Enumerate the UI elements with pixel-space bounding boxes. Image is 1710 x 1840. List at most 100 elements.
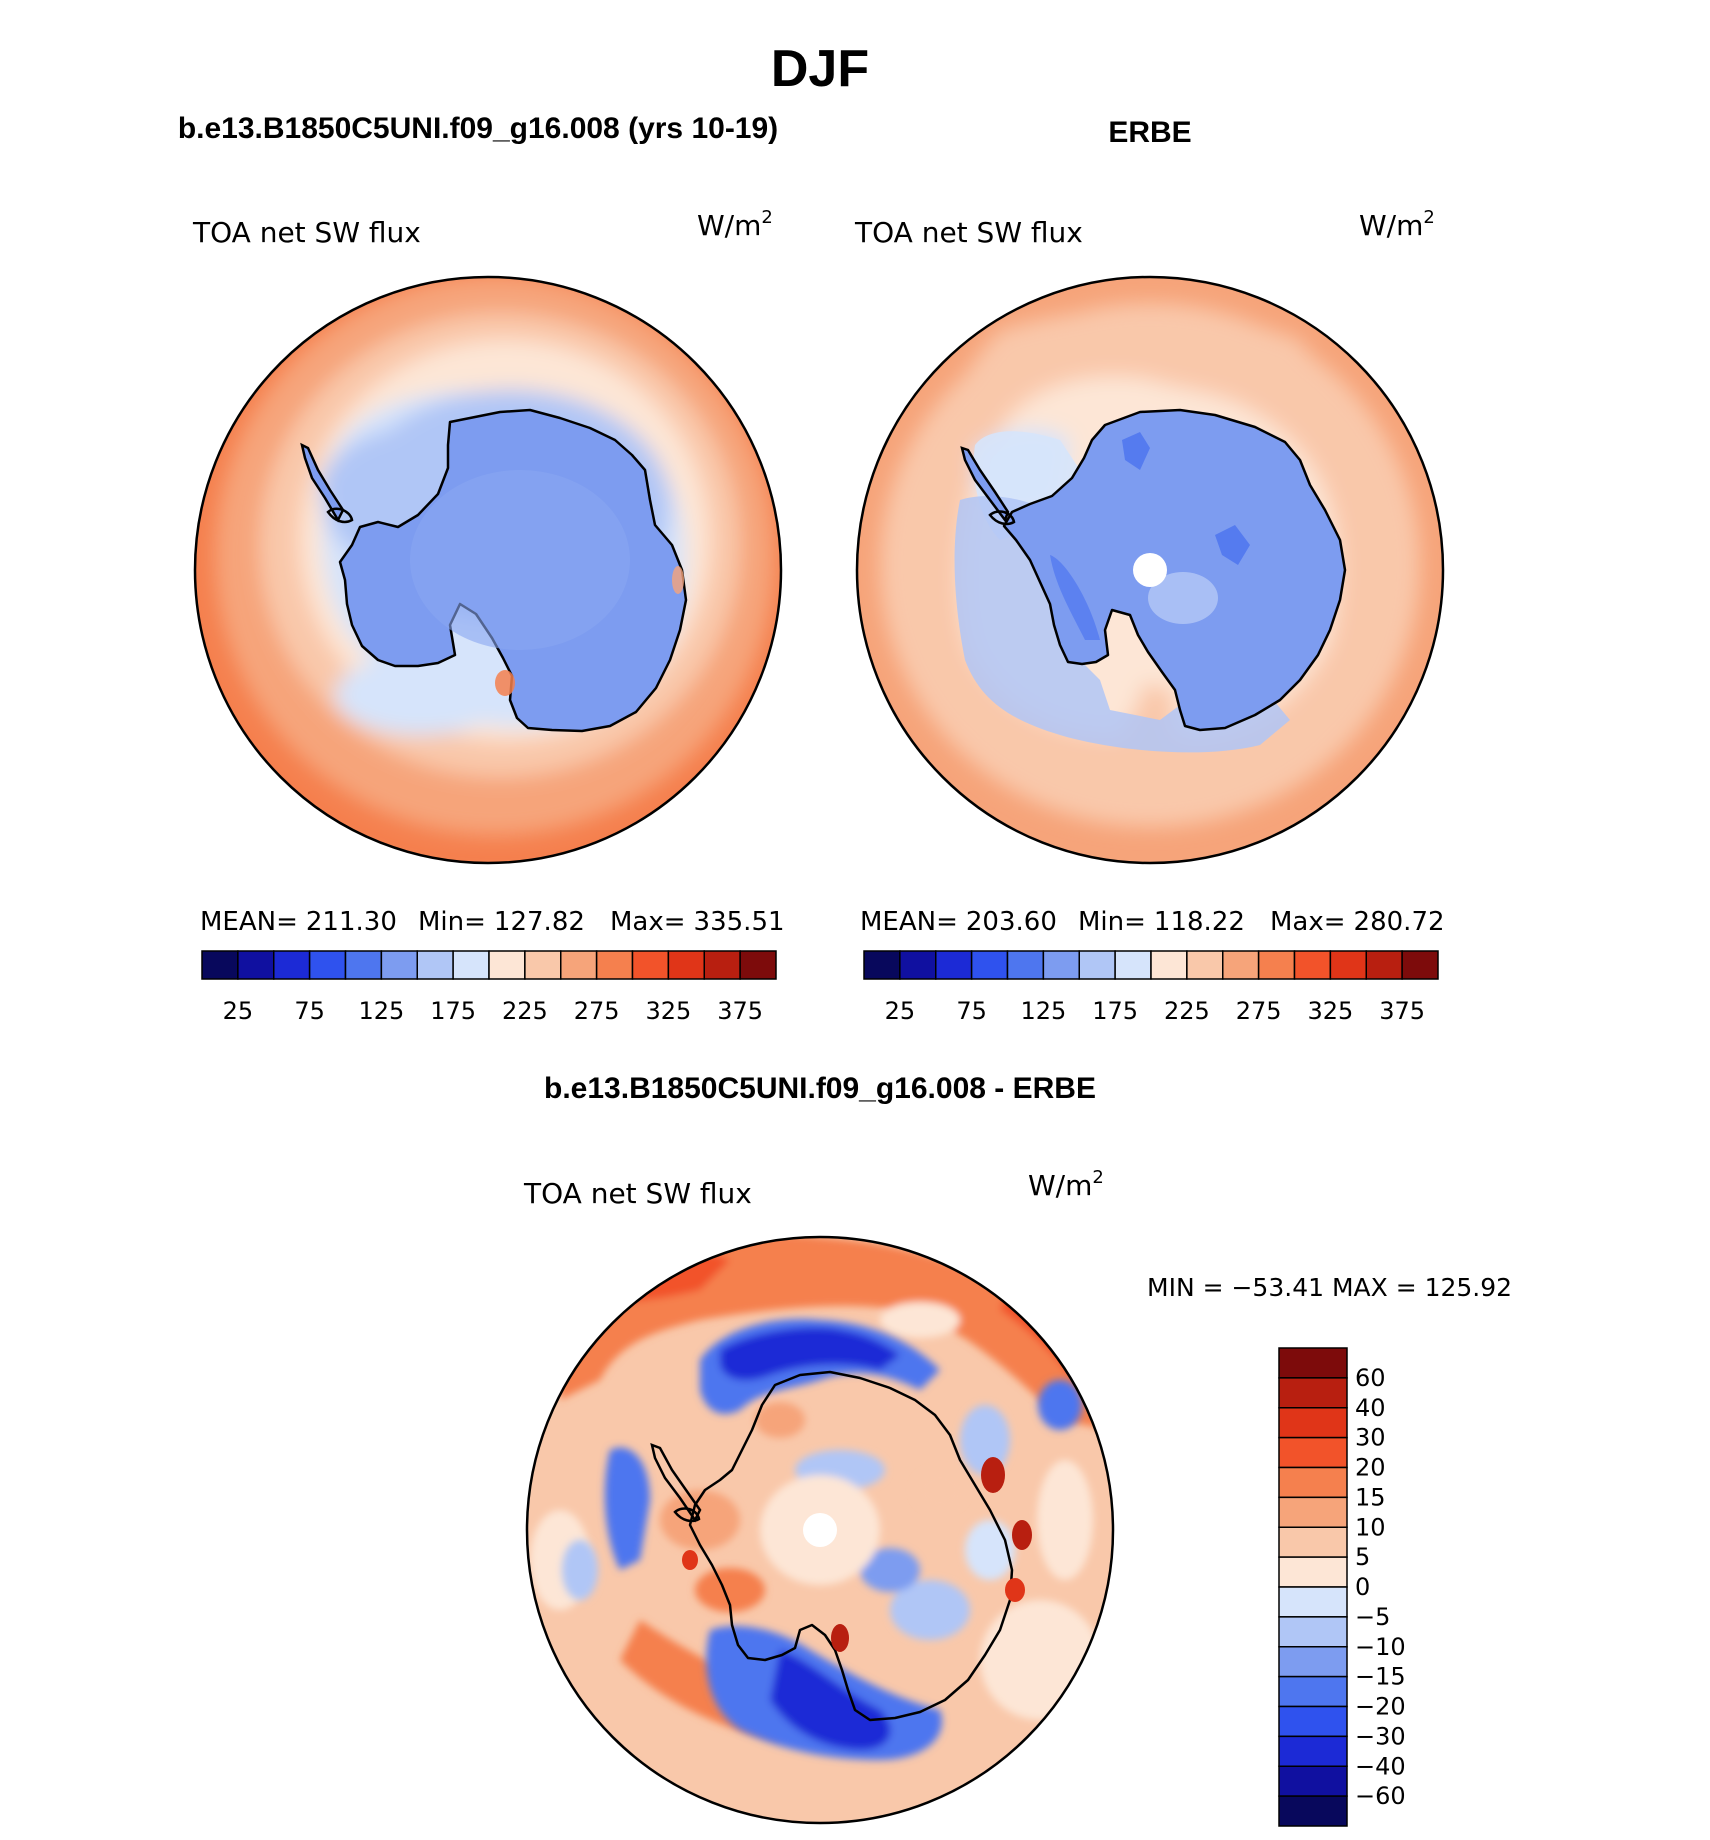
colorbar-tick-label: 325 — [1307, 997, 1353, 1025]
colorbar-swatch — [380, 950, 418, 980]
colorbar-tick-label: 275 — [574, 997, 620, 1025]
colorbar-tick-label: 225 — [502, 997, 548, 1025]
colorbar-swatch — [1186, 950, 1224, 980]
colorbar-tick-label: 60 — [1355, 1364, 1386, 1392]
colorbar-tick-label: 25 — [885, 997, 916, 1025]
colorbar-swatch — [1278, 1347, 1348, 1379]
panel-erbe-max: Max= 280.72 — [1270, 907, 1445, 937]
colorbar-swatch — [1278, 1556, 1348, 1588]
panel-model-mean: MEAN= 211.30 — [200, 907, 397, 937]
colorbar-swatch — [703, 950, 741, 980]
colorbar-tick-label: −15 — [1355, 1663, 1406, 1691]
colorbar-tick-label: −20 — [1355, 1693, 1406, 1721]
colorbar-swatch — [1365, 950, 1403, 980]
panel-diff: b.e13.B1850C5UNI.f09_g16.008 - ERBE TOA … — [523, 1072, 1512, 1827]
colorbar-swatch — [452, 950, 490, 980]
colorbar-swatch — [273, 950, 311, 980]
colorbar-tick-label: 225 — [1164, 997, 1210, 1025]
colorbar-swatch — [1278, 1675, 1348, 1708]
colorbar-tick-label: −40 — [1355, 1752, 1406, 1780]
panel-model-max: Max= 335.51 — [610, 907, 785, 937]
colorbar-swatch — [631, 950, 670, 980]
colorbar-swatch — [1278, 1616, 1348, 1648]
panel-model-colorbar: 25 75 125 175 225 275 325 375 — [201, 950, 777, 1025]
colorbar-swatch — [1293, 950, 1332, 980]
colorbar-swatch — [1278, 1526, 1348, 1558]
panel-diff-range: MIN = −53.41 MAX = 125.92 — [1147, 1273, 1512, 1302]
colorbar-swatch — [237, 950, 275, 980]
panel-diff-units: W/m2 — [1028, 1167, 1104, 1202]
colorbar-swatch — [1278, 1377, 1348, 1409]
panel-erbe-title: ERBE — [1108, 116, 1191, 149]
colorbar-swatch — [1222, 950, 1260, 980]
colorbar-tick-label: −5 — [1355, 1603, 1390, 1631]
colorbar-swatch — [899, 950, 937, 980]
colorbar-swatch — [560, 950, 598, 980]
colorbar-tick-label: 75 — [294, 997, 325, 1025]
colorbar-swatch — [667, 950, 705, 980]
panel-erbe: ERBE TOA net SW flux W/m2 MEAN= 203. — [854, 116, 1445, 1025]
colorbar-swatch — [1278, 1436, 1348, 1469]
colorbar-tick-label: 175 — [1092, 997, 1138, 1025]
colorbar-tick-label: 125 — [1020, 997, 1066, 1025]
colorbar-swatch — [1401, 950, 1439, 980]
colorbar-tick-label: 375 — [717, 997, 763, 1025]
colorbar-swatch — [524, 950, 562, 980]
panel-model-min: Min= 127.82 — [418, 907, 585, 937]
colorbar-swatch — [1278, 1466, 1348, 1499]
panel-diff-variable: TOA net SW flux — [523, 1177, 752, 1210]
panel-erbe-min: Min= 118.22 — [1078, 907, 1245, 937]
colorbar-swatch — [1278, 1735, 1348, 1767]
colorbar-swatch — [1278, 1586, 1348, 1618]
colorbar-tick-label: 0 — [1355, 1573, 1370, 1601]
colorbar-tick-label: 5 — [1355, 1543, 1370, 1571]
colorbar-swatch — [1278, 1795, 1348, 1827]
colorbar-swatch — [201, 950, 239, 980]
colorbar-swatch — [1042, 950, 1080, 980]
colorbar-swatch — [863, 950, 901, 980]
panel-erbe-variable: TOA net SW flux — [854, 216, 1083, 249]
colorbar-tick-label: 375 — [1379, 997, 1425, 1025]
panel-model: b.e13.B1850C5UNI.f09_g16.008 (yrs 10-19)… — [178, 112, 785, 1025]
panel-erbe-units: W/m2 — [1359, 207, 1435, 242]
colorbar-swatch — [595, 950, 634, 980]
colorbar-swatch — [970, 950, 1009, 980]
colorbar-swatch — [1114, 950, 1152, 980]
colorbar-tick-label: 10 — [1355, 1513, 1386, 1541]
panel-diff-title: b.e13.B1850C5UNI.f09_g16.008 - ERBE — [544, 1072, 1096, 1105]
colorbar-swatch — [1006, 950, 1045, 980]
colorbar-swatch — [344, 950, 383, 980]
colorbar-swatch — [416, 950, 454, 980]
colorbar-swatch — [1278, 1496, 1348, 1528]
panel-model-title: b.e13.B1850C5UNI.f09_g16.008 (yrs 10-19) — [178, 112, 778, 145]
colorbar-swatch — [1278, 1705, 1348, 1738]
colorbar-swatch — [1278, 1765, 1348, 1797]
colorbar-tick-label: 175 — [430, 997, 476, 1025]
colorbar-tick-label: 325 — [645, 997, 691, 1025]
colorbar-tick-label: −60 — [1355, 1782, 1406, 1810]
colorbar-tick-label: −30 — [1355, 1722, 1406, 1750]
colorbar-swatch — [1329, 950, 1367, 980]
colorbar-swatch — [1078, 950, 1116, 980]
panel-erbe-mean: MEAN= 203.60 — [860, 907, 1057, 937]
colorbar-swatch — [935, 950, 973, 980]
colorbar-swatch — [308, 950, 347, 980]
colorbar-swatch — [1278, 1646, 1348, 1678]
colorbar-swatch — [739, 950, 777, 980]
panel-model-variable: TOA net SW flux — [192, 216, 421, 249]
colorbar-swatch — [1257, 950, 1296, 980]
colorbar-tick-label: 15 — [1355, 1483, 1386, 1511]
colorbar-tick-label: 20 — [1355, 1454, 1386, 1482]
panel-model-units: W/m2 — [697, 207, 773, 242]
colorbar-tick-label: −10 — [1355, 1633, 1406, 1661]
panel-model-map — [195, 277, 781, 863]
colorbar-tick-label: 275 — [1236, 997, 1282, 1025]
colorbar-swatch — [488, 950, 526, 980]
colorbar-tick-label: 125 — [358, 997, 404, 1025]
colorbar-tick-label: 75 — [956, 997, 987, 1025]
colorbar-tick-label: 25 — [223, 997, 254, 1025]
colorbar-swatch — [1278, 1407, 1348, 1439]
panel-erbe-map — [857, 277, 1443, 863]
